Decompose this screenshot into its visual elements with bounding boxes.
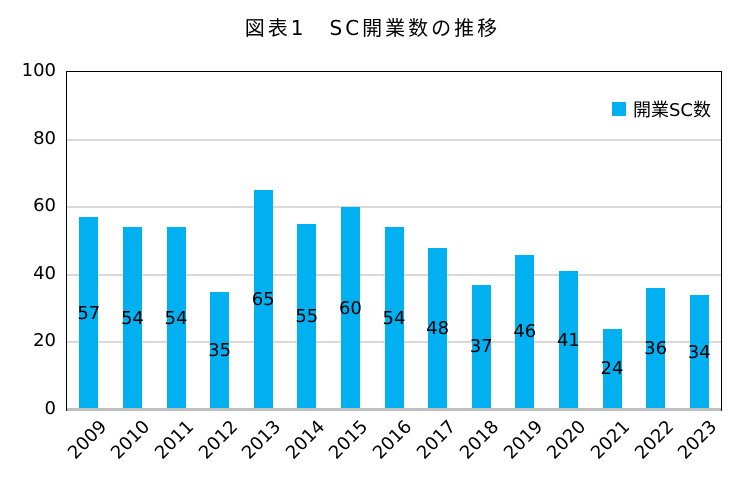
y-tick-label: 60 [33, 195, 56, 217]
bar-value-label: 34 [687, 341, 711, 363]
y-tick-label: 100 [21, 60, 56, 81]
bar-value-label: 65 [251, 289, 275, 311]
x-tick-label: 2018 [456, 416, 504, 464]
bar-value-label: 48 [426, 317, 450, 339]
bar [297, 224, 317, 410]
bar [646, 288, 666, 410]
y-tick-label: 80 [33, 127, 56, 149]
chart-title: 図表1 SC開業数の推移 [244, 16, 501, 40]
bar [340, 207, 360, 410]
bar [79, 217, 99, 410]
bar [210, 291, 230, 410]
bar [253, 190, 273, 410]
bar-value-label: 54 [164, 307, 188, 329]
x-tick-label: 2017 [412, 416, 460, 464]
bar [558, 271, 578, 410]
bar [515, 254, 535, 410]
bar-value-label: 54 [382, 307, 406, 329]
bar-value-label: 37 [469, 336, 493, 358]
x-tick-label: 2022 [630, 416, 678, 464]
legend-label: 開業SC数 [633, 100, 711, 121]
legend: 開業SC数 [612, 96, 711, 122]
gridline [67, 206, 721, 209]
x-tick-label: 2020 [543, 416, 591, 464]
x-tick-label: 2016 [368, 416, 417, 464]
bar-value-label: 54 [120, 307, 144, 329]
bar [428, 247, 448, 410]
bar [122, 227, 142, 410]
x-axis-line [67, 408, 721, 411]
x-tick-label: 2011 [150, 416, 199, 464]
y-tick-label: 40 [33, 262, 56, 284]
x-tick-label: 2019 [499, 416, 547, 464]
bar [602, 328, 622, 410]
bar [471, 284, 491, 410]
x-tick-label: 2021 [586, 416, 635, 464]
bar [384, 227, 404, 410]
bar-value-label: 36 [644, 338, 668, 360]
bar-value-label: 41 [556, 329, 580, 351]
x-tick-label: 2023 [674, 416, 722, 464]
plot-area: 57 54 54 35 65 55 60 54 48 37 46 41 24 36 34 開業SC数 [66, 71, 722, 411]
x-tick-label: 2009 [63, 416, 111, 464]
bar-value-label: 46 [513, 321, 537, 343]
x-tick-label: 2013 [238, 416, 286, 464]
bar-value-label: 35 [208, 339, 232, 361]
x-tick-label: 2014 [281, 416, 329, 464]
bar [689, 295, 709, 410]
x-tick-label: 2010 [107, 416, 155, 464]
y-tick-label: 20 [33, 330, 56, 352]
x-tick-label: 2012 [194, 416, 242, 464]
gridline [67, 138, 721, 141]
legend-swatch-icon [612, 102, 626, 116]
bar-value-label: 57 [77, 302, 101, 324]
x-tick-label: 2015 [325, 416, 373, 464]
bar-value-label: 55 [295, 306, 319, 328]
bar [166, 227, 186, 410]
bar-value-label: 60 [338, 297, 362, 319]
y-tick-label: 0 [44, 398, 56, 419]
bar-value-label: 24 [600, 358, 624, 380]
